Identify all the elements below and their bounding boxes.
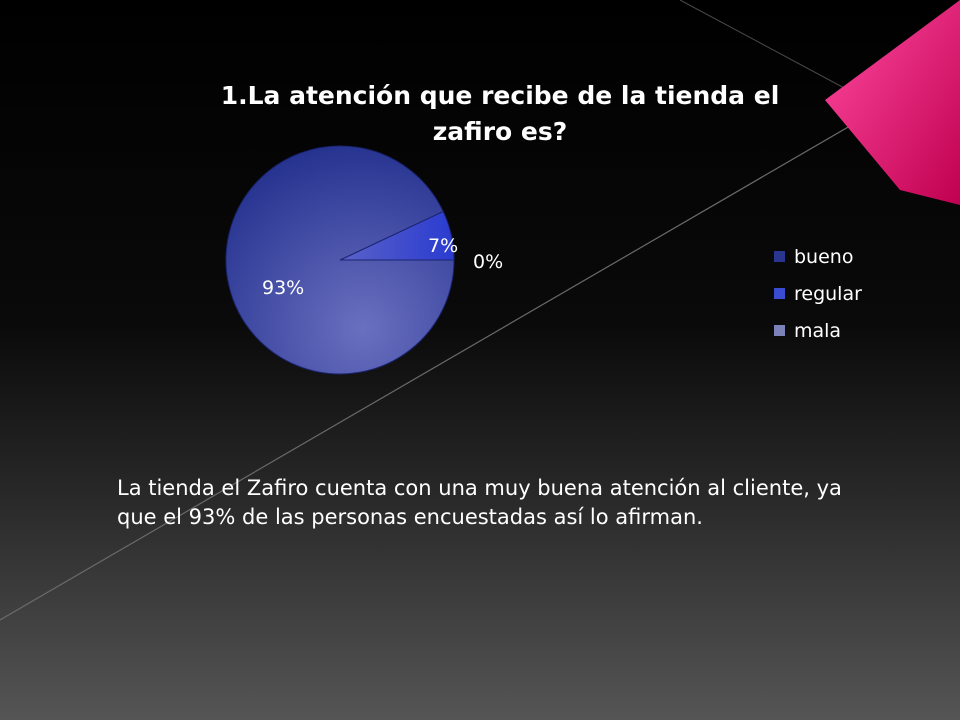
data-label-bueno: 93% xyxy=(262,277,304,299)
legend-label: regular xyxy=(794,282,862,305)
data-label-regular: 7% xyxy=(428,235,458,257)
conclusion-text: La tienda el Zafiro cuenta con una muy b… xyxy=(117,476,842,529)
legend-label: bueno xyxy=(794,245,854,268)
pink-accent-shape xyxy=(825,0,960,205)
legend-item-bueno: bueno xyxy=(774,238,862,275)
chart-title: 1.La atención que recibe de la tienda el… xyxy=(220,81,780,146)
legend-swatch xyxy=(774,325,785,336)
legend-item-mala: mala xyxy=(774,312,862,349)
legend-swatch xyxy=(774,288,785,299)
chart-legend: bueno regular mala xyxy=(774,238,862,349)
diagonal-line xyxy=(0,61,960,621)
legend-label: mala xyxy=(794,319,842,342)
pie-slice-bueno xyxy=(225,145,455,375)
legend-item-regular: regular xyxy=(774,275,862,312)
data-label-mala: 0% xyxy=(473,251,503,273)
legend-swatch xyxy=(774,251,785,262)
